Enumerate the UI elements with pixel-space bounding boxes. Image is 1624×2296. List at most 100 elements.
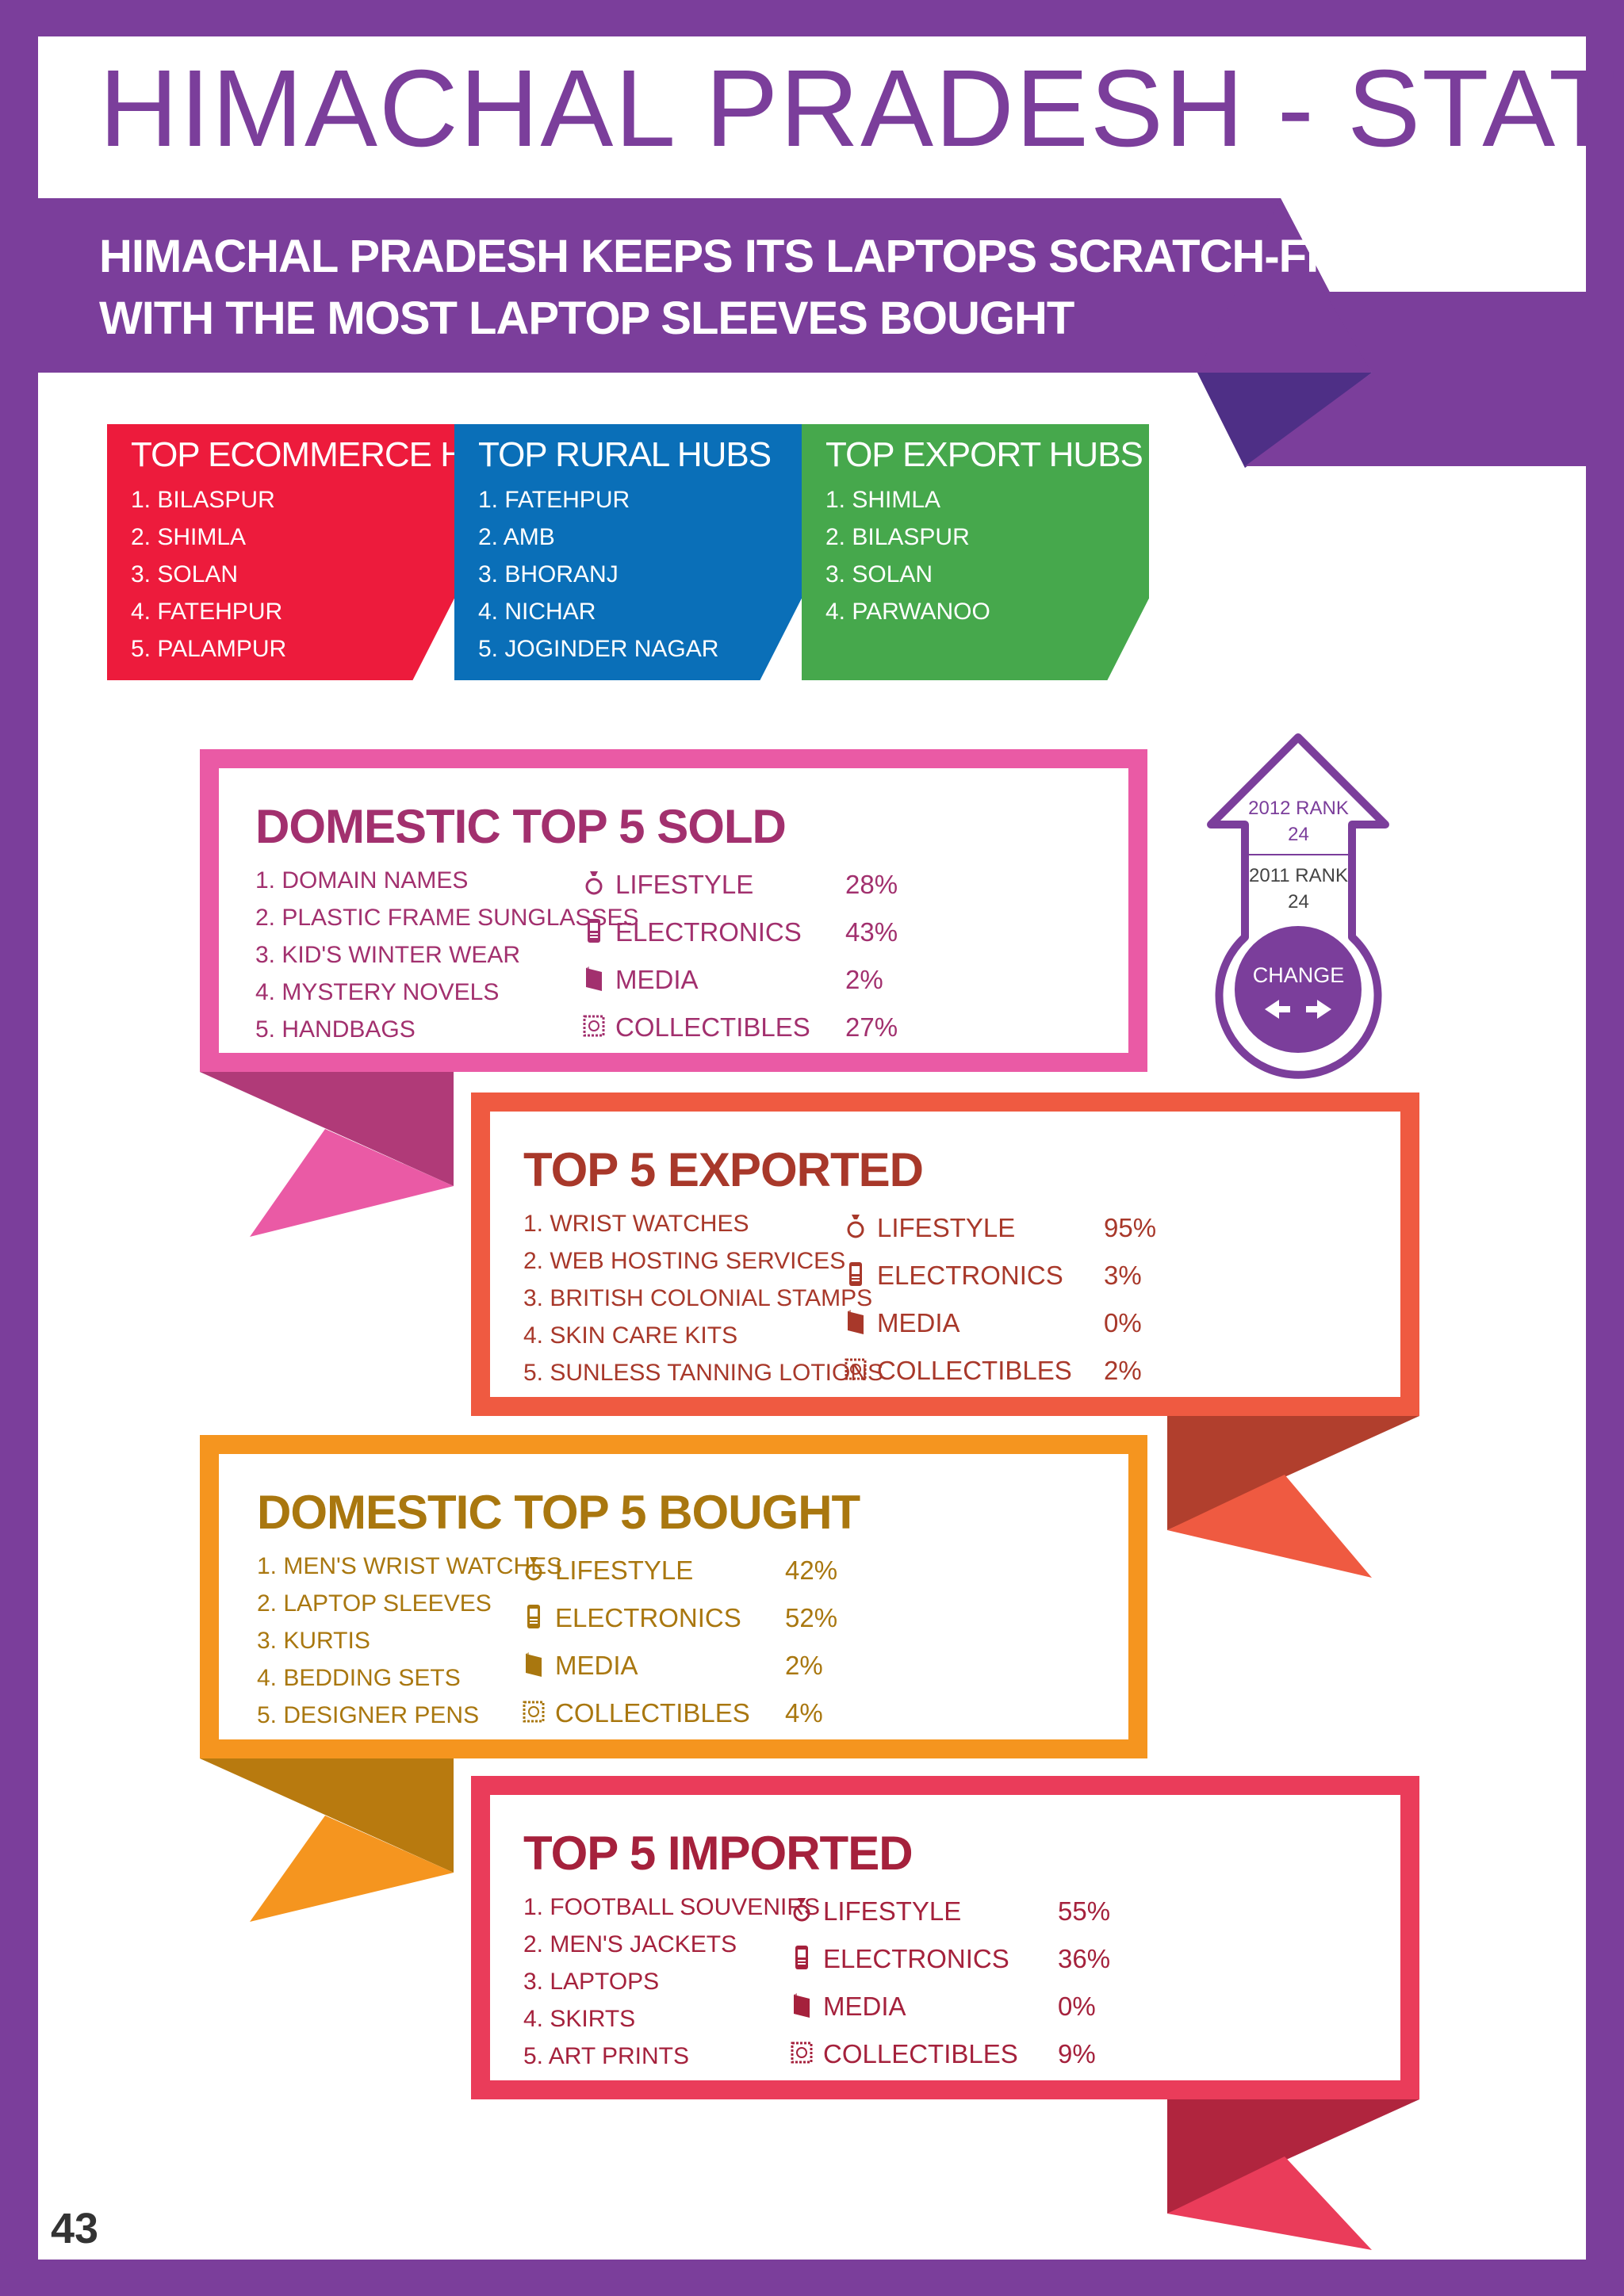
hub-ecommerce-item: 1. BILASPUR [131,487,275,513]
category-label: MEDIA [823,1992,906,2021]
items-list: 1. FOOTBALL SOUVENIRS 2. MEN'S JACKETS 3… [523,1888,820,2075]
list-item: 3. LAPTOPS [523,1969,660,1995]
hub-export-item: 2. BILASPUR [825,524,970,550]
section-domestic-sold: DOMESTIC TOP 5 SOLD 1. DOMAIN NAMES 2. P… [200,749,1147,1072]
book-icon [522,1651,546,1678]
list-item: 5. DESIGNER PENS [257,1702,480,1728]
category-label: ELECTRONICS [877,1261,1063,1290]
section-title: TOP 5 EXPORTED [523,1143,924,1196]
section-exported: TOP 5 EXPORTED 1. WRIST WATCHES 2. WEB H… [471,1093,1419,1416]
category-label: COLLECTIBLES [555,1698,750,1728]
hub-rural-item: 4. NICHAR [478,599,596,625]
category-percentage: 43% [845,917,898,947]
headline-band [38,198,1586,468]
book-icon [844,1308,868,1335]
rank-2011: 2011 RANK 24 [1201,863,1396,915]
list-item: 2. MEN'S JACKETS [523,1931,737,1957]
category-label: COLLECTIBLES [877,1356,1072,1385]
items-list: 1. WRIST WATCHES 2. WEB HOSTING SERVICES… [523,1205,883,1391]
phone-icon [844,1261,868,1288]
rank-change-label: CHANGE [1252,963,1345,987]
headline: HIMACHAL PRADESH KEEPS ITS LAPTOPS SCRAT… [99,226,1399,350]
ring-icon [844,1213,868,1240]
list-item: 5. SUNLESS TANNING LOTIONS [523,1360,883,1386]
category-percentage: 28% [845,870,898,899]
book-icon [790,1992,814,2019]
section-title: DOMESTIC TOP 5 SOLD [255,800,787,853]
list-item: 2. PLASTIC FRAME SUNGLASSES [255,905,639,931]
category-label: MEDIA [877,1308,960,1337]
category-label: ELECTRONICS [555,1603,741,1632]
category-percentage: 55% [1058,1896,1111,1926]
hub-ecommerce-item: 5. PALAMPUR [131,636,287,662]
category-percentage: 52% [785,1603,838,1632]
stamp-icon [522,1698,546,1725]
list-item: 4. MYSTERY NOVELS [255,979,500,1005]
category-percentage: 9% [1058,2039,1096,2068]
section-domestic-bought: DOMESTIC TOP 5 BOUGHT 1. MEN'S WRIST WAT… [200,1435,1147,1758]
hub-rural-item: 2. AMB [478,524,555,550]
rank-2012-label: 2012 RANK [1248,798,1349,819]
category-percentage: 0% [1104,1308,1142,1337]
phone-icon [522,1603,546,1630]
hub-rural-title: TOP RURAL HUBS [478,435,772,474]
list-item: 5. HANDBAGS [255,1016,416,1043]
category-label: COLLECTIBLES [615,1012,810,1042]
list-item: 1. WRIST WATCHES [523,1211,749,1237]
stamp-icon [582,1012,606,1039]
hub-rural-item: 1. FATEHPUR [478,487,630,513]
category-percentage: 0% [1058,1992,1096,2021]
section-title: DOMESTIC TOP 5 BOUGHT [257,1486,860,1539]
hub-ecommerce: TOP ECOMMERCE HUBS 1. BILASPUR 2. SHIMLA… [107,424,454,680]
rank-2012: 2012 RANK 24 [1201,795,1396,848]
hub-ecommerce-item: 4. FATEHPUR [131,599,283,625]
category-label: MEDIA [555,1651,638,1680]
stamp-icon [790,2039,814,2066]
category-label: LIFESTYLE [877,1213,1016,1242]
headline-line-2: WITH THE MOST LAPTOP SLEEVES BOUGHT [99,293,1074,344]
hub-rural-item: 3. BHORANJ [478,561,619,587]
hub-export-item: 3. SOLAN [825,561,933,587]
category-percentage: 27% [845,1012,898,1042]
items-list: 1. DOMAIN NAMES 2. PLASTIC FRAME SUNGLAS… [255,862,638,1048]
ring-icon [790,1896,814,1923]
list-item: 3. BRITISH COLONIAL STAMPS [523,1285,873,1311]
category-label: LIFESTYLE [555,1556,694,1585]
category-percentage: 3% [1104,1261,1142,1290]
hub-export-item: 1. SHIMLA [825,487,941,513]
rank-2012-value: 24 [1288,824,1309,845]
hub-rural-item: 5. JOGINDER NAGAR [478,636,719,662]
category-percentage: 95% [1104,1213,1157,1242]
ring-icon [522,1556,546,1582]
list-item: 3. KURTIS [257,1628,370,1654]
page-number: 43 [51,2205,99,2252]
section-imported: TOP 5 IMPORTED 1. FOOTBALL SOUVENIRS 2. … [471,1776,1419,2099]
category-label: LIFESTYLE [615,870,754,899]
phone-icon [790,1944,814,1971]
section-title: TOP 5 IMPORTED [523,1827,914,1880]
rank-2011-label: 2011 RANK [1249,865,1348,886]
hub-rural: TOP RURAL HUBS 1. FATEHPUR 2. AMB 3. BHO… [454,424,802,680]
phone-icon [582,917,606,944]
list-item: 1. DOMAIN NAMES [255,867,469,894]
category-percentage: 2% [785,1651,823,1680]
category-percentage: 2% [1104,1356,1142,1385]
hub-ecommerce-item: 2. SHIMLA [131,524,247,550]
items-list: 1. MEN'S WRIST WATCHES 2. LAPTOP SLEEVES… [257,1548,562,1734]
rank-2011-value: 24 [1288,891,1309,913]
book-icon [582,965,606,992]
hub-export-item: 4. PARWANOO [825,599,990,625]
hub-ecommerce-item: 3. SOLAN [131,561,239,587]
category-percentage: 42% [785,1556,838,1585]
category-percentage: 2% [845,965,883,994]
hub-export: TOP EXPORT HUBS 1. SHIMLA 2. BILASPUR 3.… [802,424,1149,680]
rank-badge [1207,733,1389,1079]
list-item: 1. FOOTBALL SOUVENIRS [523,1894,820,1920]
list-item: 4. BEDDING SETS [257,1665,461,1691]
list-item: 2. LAPTOP SLEEVES [257,1590,492,1617]
category-label: COLLECTIBLES [823,2039,1018,2068]
list-item: 5. ART PRINTS [523,2043,689,2069]
ring-icon [582,870,606,897]
hub-ecommerce-title: TOP ECOMMERCE HUBS [131,435,534,474]
hub-export-title: TOP EXPORT HUBS [825,435,1143,474]
